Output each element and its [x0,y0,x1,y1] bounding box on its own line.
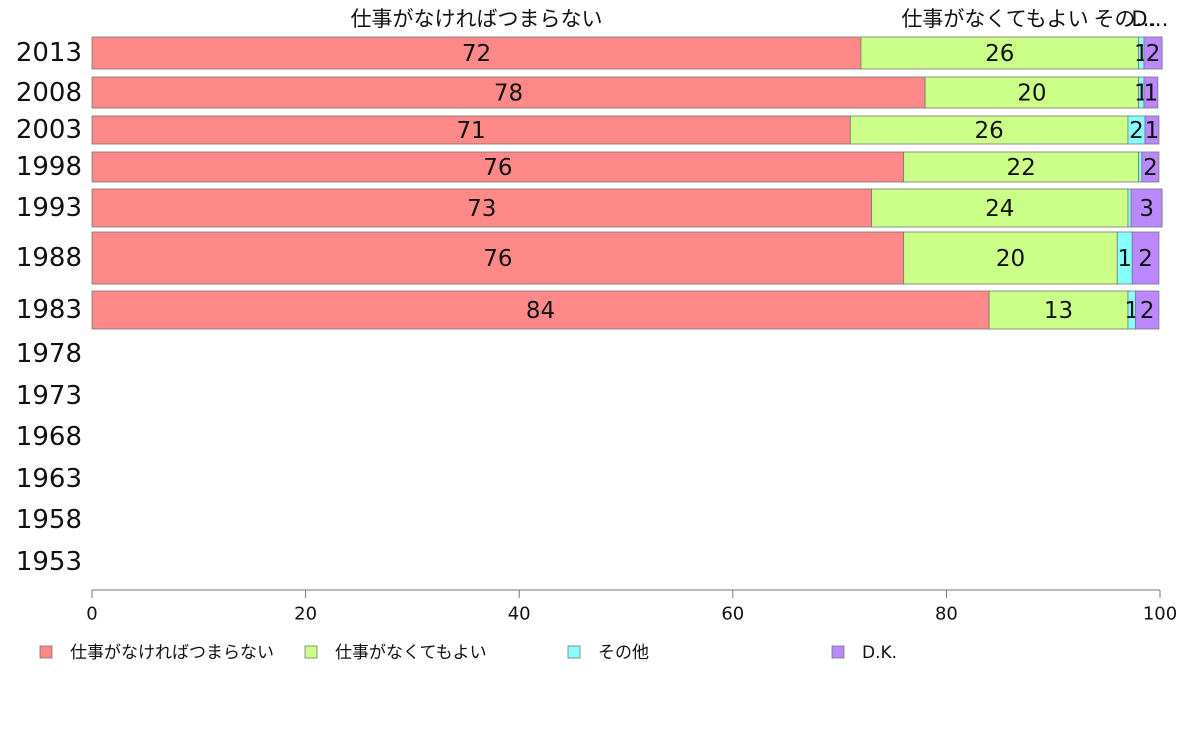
bar-segment [91,151,905,183]
bar-segment [1144,115,1160,145]
x-tick-label: 0 [86,604,97,625]
data-label: 26 [974,118,1003,144]
bar-segment [860,36,1140,70]
bar-segment [1130,188,1163,228]
top-series-labels: 仕事がなければつまらない 仕事がなくてもよい その…D… [350,7,1168,31]
bar-segment [91,231,905,285]
data-label: 26 [985,41,1014,67]
y-tick-label: 2008 [16,78,82,108]
data-label: 20 [996,246,1025,272]
x-tick-label: 40 [508,604,531,625]
data-label: 73 [467,196,496,222]
y-tick-label: 1963 [16,464,82,494]
legend: 仕事がなければつまらない 仕事がなくてもよい その他 D.K. [39,643,897,663]
y-tick-label: 1958 [16,505,82,535]
top-series-label: D… [1131,7,1168,31]
x-tick-label: 80 [935,604,958,625]
data-label: 24 [985,196,1014,222]
x-tick-label: 100 [1143,604,1177,625]
y-tick-label: 1988 [16,243,82,273]
y-tick-label: 1973 [16,381,82,411]
data-label: 2 [1146,41,1161,67]
x-tick-label: 60 [721,604,744,625]
legend-swatch [831,645,845,659]
bar-segment [1141,151,1160,183]
bar-segment [924,76,1140,109]
data-label: 72 [462,41,491,67]
y-tick-label: 1983 [16,295,82,325]
bar-segment [988,290,1129,330]
bar-segment [91,36,862,70]
y-tick-label: 1953 [16,547,82,577]
top-series-label: その… [1094,7,1157,31]
data-label: 20 [1017,81,1046,107]
y-tick-label: 1968 [16,422,82,452]
bar-segment [1143,76,1159,109]
legend-label: その他 [598,643,649,663]
legend-swatch [304,645,318,659]
data-label: 2 [1140,298,1155,324]
x-axis: 0 20 40 60 80 100 [86,589,1177,625]
y-tick-label: 2003 [16,115,82,145]
bar-segment [903,231,1118,285]
y-tick-label: 2013 [16,38,82,68]
data-label: 78 [494,81,523,107]
legend-swatch [567,645,581,659]
bar-segment [1135,290,1160,330]
bar-segment [1127,188,1132,228]
bar-segment [91,76,926,109]
legend-label: D.K. [862,643,897,663]
y-tick-label: 1998 [16,152,82,182]
bar-segment [91,188,873,228]
bar-segment [871,188,1129,228]
bar-segment [903,151,1140,183]
data-label: 2 [1129,118,1144,144]
y-axis: 2013 2008 2003 1998 1993 1988 1983 1978 1973 1968… [16,38,82,577]
data-label: 71 [456,118,485,144]
legend-label: 仕事がなくてもよい [335,643,487,663]
x-tick-label: 20 [294,604,317,625]
bar-segment [1131,231,1160,285]
legend-label: 仕事がなければつまらない [70,643,274,663]
data-label: 2 [1143,155,1158,181]
data-label: 76 [483,246,512,272]
data-label: 13 [1044,298,1073,324]
data-label: 3 [1139,196,1154,222]
data-label: 1 [1144,81,1159,107]
data-label: 84 [526,298,555,324]
top-series-label: 仕事がなければつまらない [350,7,602,31]
data-label: 22 [1007,155,1036,181]
bar-segment [1143,36,1163,70]
y-tick-label: 1978 [16,339,82,369]
data-label: 1 [1145,118,1160,144]
top-series-label: 仕事がなくてもよい [901,7,1088,31]
data-label: 76 [483,155,512,181]
data-label: 2 [1138,246,1153,272]
data-label: 1 [1117,246,1132,272]
bar-segment [1138,151,1143,183]
legend-swatch [39,645,53,659]
y-tick-label: 1993 [16,193,82,223]
